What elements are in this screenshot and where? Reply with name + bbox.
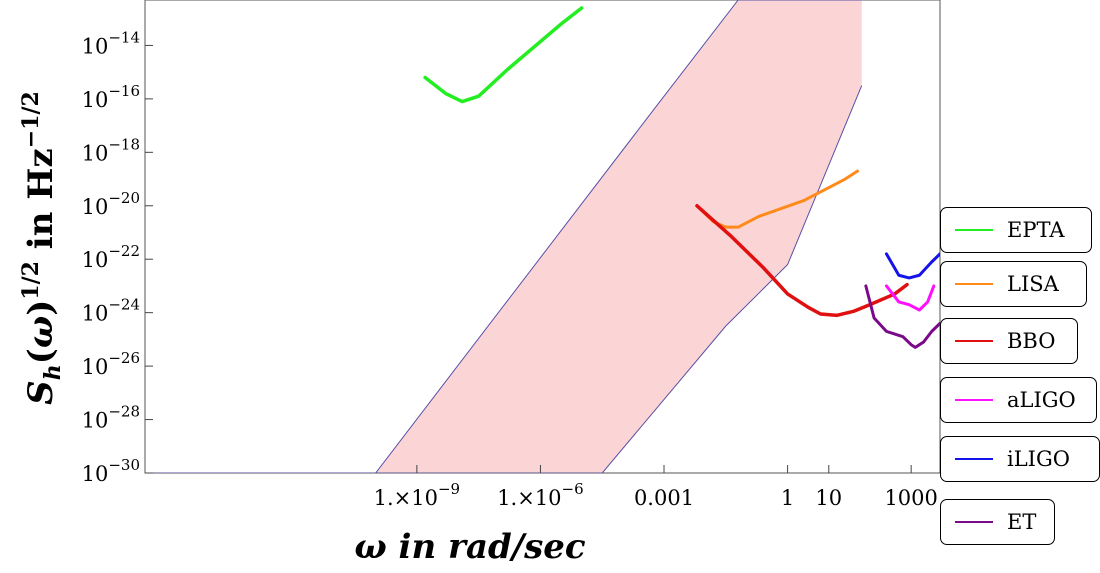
svg-text:Sh(ω)1/2 in Hz−1/2: Sh(ω)1/2 in Hz−1/2 xyxy=(18,91,66,405)
legend-swatch xyxy=(955,283,993,285)
legend-label: BBO xyxy=(1007,329,1056,353)
legend-label: LISA xyxy=(1007,272,1059,296)
y-tick-label: 10−22 xyxy=(82,242,140,272)
series-line-iligo xyxy=(884,252,940,280)
x-tick-label: 1000 xyxy=(884,486,937,510)
x-tick-label: 1.×10−9 xyxy=(374,480,460,510)
series-line-et xyxy=(864,284,940,349)
region-lower-edge xyxy=(375,85,863,473)
legend-label: ET xyxy=(1007,510,1037,534)
x-tick-label: 10 xyxy=(815,486,842,510)
x-tick-label: 1.×10−6 xyxy=(497,480,583,510)
legend-swatch xyxy=(955,458,993,460)
y-tick-label: 10−26 xyxy=(82,349,140,379)
detector-curves xyxy=(423,6,940,349)
series-line-epta xyxy=(423,6,584,104)
y-tick-label: 10−20 xyxy=(82,189,140,219)
x-tick-label: 1 xyxy=(781,486,794,510)
sensitivity-region xyxy=(145,0,863,473)
region-upper-edge xyxy=(145,0,862,473)
legend-swatch xyxy=(955,521,993,523)
legend-item-aligo: aLIGO xyxy=(940,377,1097,423)
region-fill xyxy=(145,0,862,473)
x-axis-title: ω in rad/sec xyxy=(354,527,586,567)
legend-swatch xyxy=(955,229,993,231)
y-axis-title: Sh(ω)1/2 in Hz−1/2 xyxy=(18,91,66,405)
legend-item-epta: EPTA xyxy=(940,207,1092,253)
series-line-aligo xyxy=(884,284,936,312)
legend-item-lisa: LISA xyxy=(940,261,1087,307)
y-tick-label: 10−14 xyxy=(82,28,140,58)
legend-item-bbo: BBO xyxy=(940,318,1078,364)
legend-item-et: ET xyxy=(940,499,1055,545)
y-tick-label: 10−28 xyxy=(82,403,140,433)
axis-ticks: 10−14 10−16 10−18 10−20 10−22 10−24 10−26 10−28… xyxy=(82,28,938,510)
legend-label: aLIGO xyxy=(1007,388,1076,412)
series-line-bbo xyxy=(695,204,909,318)
legend-swatch xyxy=(955,399,993,401)
y-tick-label: 10−24 xyxy=(82,296,140,326)
legend-item-iligo: iLIGO xyxy=(940,436,1100,482)
y-tick-label: 10−30 xyxy=(82,456,140,486)
legend-label: iLIGO xyxy=(1007,447,1070,471)
y-tick-label: 10−18 xyxy=(82,135,140,165)
legend-label: EPTA xyxy=(1007,218,1065,242)
x-tick-label: 0.001 xyxy=(634,486,694,510)
legend-swatch xyxy=(955,340,993,342)
y-tick-label: 10−16 xyxy=(82,82,140,112)
